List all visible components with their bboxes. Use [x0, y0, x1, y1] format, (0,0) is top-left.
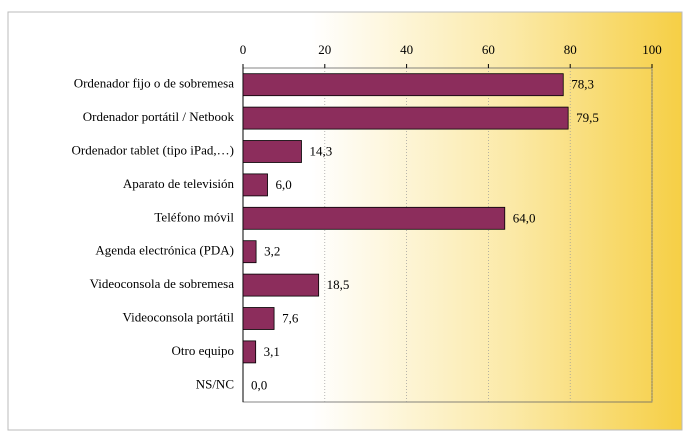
x-tick-label: 40 [400, 42, 413, 57]
y-tick-label: Otro equipo [172, 343, 234, 358]
value-label: 64,0 [513, 210, 536, 225]
x-tick-label: 80 [564, 42, 577, 57]
bar [242, 240, 257, 264]
bar [242, 173, 268, 197]
bar [242, 73, 564, 97]
y-tick-label: Agenda electrónica (PDA) [95, 243, 234, 258]
value-label: 18,5 [327, 277, 350, 292]
bar [242, 106, 569, 130]
y-tick-label: Videoconsola de sobremesa [90, 276, 235, 291]
x-tick-label: 0 [240, 42, 247, 57]
value-label: 79,5 [576, 110, 599, 125]
y-tick-label: Ordenador portátil / Netbook [83, 109, 235, 124]
bar [242, 140, 302, 163]
value-label: 3,1 [264, 344, 280, 359]
value-label: 6,0 [276, 177, 292, 192]
bar [242, 307, 275, 330]
y-tick-label: NS/NC [196, 376, 234, 391]
value-label: 3,2 [264, 244, 280, 259]
x-tick-label: 100 [642, 42, 662, 57]
value-label: 7,6 [282, 310, 299, 325]
y-tick-label: Videoconsola portátil [123, 309, 235, 324]
y-tick-label: Ordenador tablet (tipo iPad,…) [72, 142, 234, 157]
bar [242, 340, 257, 364]
value-label: 14,3 [309, 143, 332, 158]
x-tick-label: 60 [482, 42, 495, 57]
value-label: 0,0 [251, 377, 267, 392]
bar [242, 273, 320, 297]
y-tick-label: Aparato de televisión [123, 176, 235, 191]
y-tick-label: Ordenador fijo o de sobremesa [74, 76, 235, 91]
bar [242, 206, 506, 230]
x-tick-label: 20 [318, 42, 331, 57]
y-tick-label: Teléfono móvil [154, 209, 234, 224]
value-label: 78,3 [571, 77, 594, 92]
